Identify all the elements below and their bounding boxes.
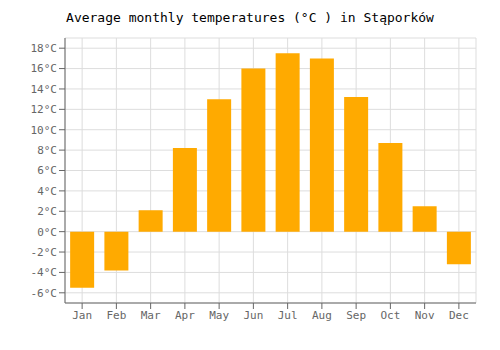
svg-text:Jul: Jul <box>278 309 298 322</box>
svg-text:8°C: 8°C <box>37 144 57 157</box>
svg-text:Nov: Nov <box>415 309 435 322</box>
svg-text:18°C: 18°C <box>31 42 58 55</box>
svg-text:Jun: Jun <box>243 309 263 322</box>
svg-text:-2°C: -2°C <box>31 246 58 259</box>
svg-text:14°C: 14°C <box>31 83 58 96</box>
svg-text:Dec: Dec <box>449 309 469 322</box>
svg-text:12°C: 12°C <box>31 103 58 116</box>
svg-text:Aug: Aug <box>312 309 332 322</box>
svg-text:-6°C: -6°C <box>31 287 58 300</box>
svg-text:Sep: Sep <box>346 309 366 322</box>
svg-text:Oct: Oct <box>380 309 400 322</box>
svg-text:2°C: 2°C <box>37 205 57 218</box>
svg-text:Feb: Feb <box>106 309 126 322</box>
svg-text:6°C: 6°C <box>37 164 57 177</box>
svg-text:Jan: Jan <box>72 309 92 322</box>
svg-text:4°C: 4°C <box>37 185 57 198</box>
svg-text:Mar: Mar <box>141 309 161 322</box>
svg-text:May: May <box>209 309 229 322</box>
svg-text:-4°C: -4°C <box>31 266 58 279</box>
svg-text:Apr: Apr <box>175 309 195 322</box>
html-text:Average monthly temperatures (: Average monthly temperatures (°C ) in St… <box>66 10 434 25</box>
svg-text:0°C: 0°C <box>37 226 57 239</box>
svg-text:10°C: 10°C <box>31 124 58 137</box>
svg-text:16°C: 16°C <box>31 62 58 75</box>
